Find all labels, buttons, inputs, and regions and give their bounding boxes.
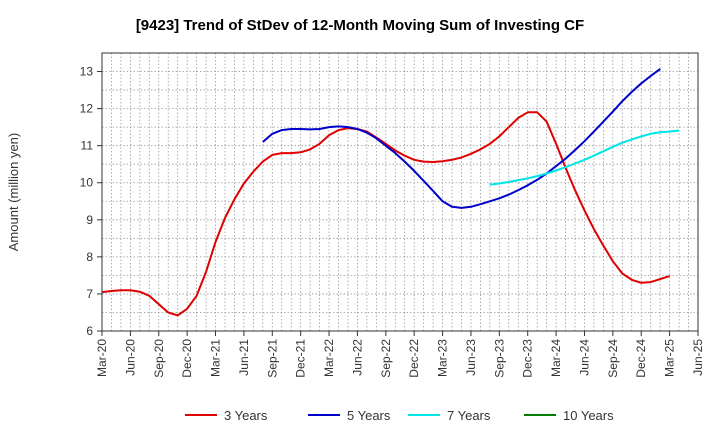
legend-label: 5 Years xyxy=(347,408,391,423)
x-tick-label: Sep-24 xyxy=(606,339,620,378)
plot-border xyxy=(101,52,699,332)
y-tick-label: 11 xyxy=(81,139,94,153)
series-line-7-years xyxy=(489,129,680,186)
x-tick-label: Jun-22 xyxy=(350,339,364,376)
x-tick-label: Dec-21 xyxy=(294,339,308,378)
y-tick-label: 12 xyxy=(80,102,94,116)
x-tick-label: Jun-21 xyxy=(237,339,251,376)
x-tick-label: Sep-23 xyxy=(492,339,506,378)
x-tick-label: Jun-20 xyxy=(123,339,137,376)
x-tick-label: Jun-25 xyxy=(691,339,705,376)
grid-lines xyxy=(101,52,699,331)
series-lines xyxy=(101,68,680,317)
y-tick-label: 13 xyxy=(80,65,94,79)
x-tick-label: Jun-24 xyxy=(577,339,591,376)
y-axis-label: Amount (million yen) xyxy=(6,133,21,252)
x-tick-label: Sep-20 xyxy=(152,339,166,378)
series-line-5-years xyxy=(262,68,661,209)
legend: 3 Years 5 Years 7 Years 10 Years xyxy=(185,408,614,423)
legend-label: 10 Years xyxy=(563,408,614,423)
x-tick-label: Mar-23 xyxy=(436,339,450,377)
x-tick-labels: Mar-20 Jun-20 Sep-20 Dec-20 Mar-21 Jun-21 Sep-… xyxy=(95,339,705,378)
plot-frame xyxy=(97,52,699,336)
x-tick-label: Sep-22 xyxy=(379,339,393,378)
y-tick-labels: 6 7 8 9 10 11 12 13 xyxy=(80,65,94,338)
y-tick-label: 9 xyxy=(86,213,93,227)
x-tick-label: Sep-21 xyxy=(265,339,279,378)
x-tick-label: Mar-20 xyxy=(95,339,109,377)
x-tick-label: Dec-24 xyxy=(634,339,648,378)
legend-label: 7 Years xyxy=(447,408,491,423)
x-tick-label: Jun-23 xyxy=(464,339,478,376)
x-tick-label: Dec-23 xyxy=(521,339,535,378)
legend-label: 3 Years xyxy=(224,408,268,423)
series-line-3-years xyxy=(101,111,670,317)
y-tick-label: 6 xyxy=(86,324,93,338)
y-tick-label: 8 xyxy=(86,250,93,264)
x-tick-label: Mar-24 xyxy=(549,339,563,377)
x-tick-label: Dec-20 xyxy=(180,339,194,378)
y-tick-label: 7 xyxy=(86,287,93,301)
x-tick-label: Mar-25 xyxy=(663,339,677,377)
x-tick-label: Mar-22 xyxy=(322,339,336,377)
chart-title: [9423] Trend of StDev of 12-Month Moving… xyxy=(136,17,584,34)
y-tick-label: 10 xyxy=(80,176,94,190)
x-tick-label: Dec-22 xyxy=(407,339,421,378)
x-tick-label: Mar-21 xyxy=(209,339,223,377)
